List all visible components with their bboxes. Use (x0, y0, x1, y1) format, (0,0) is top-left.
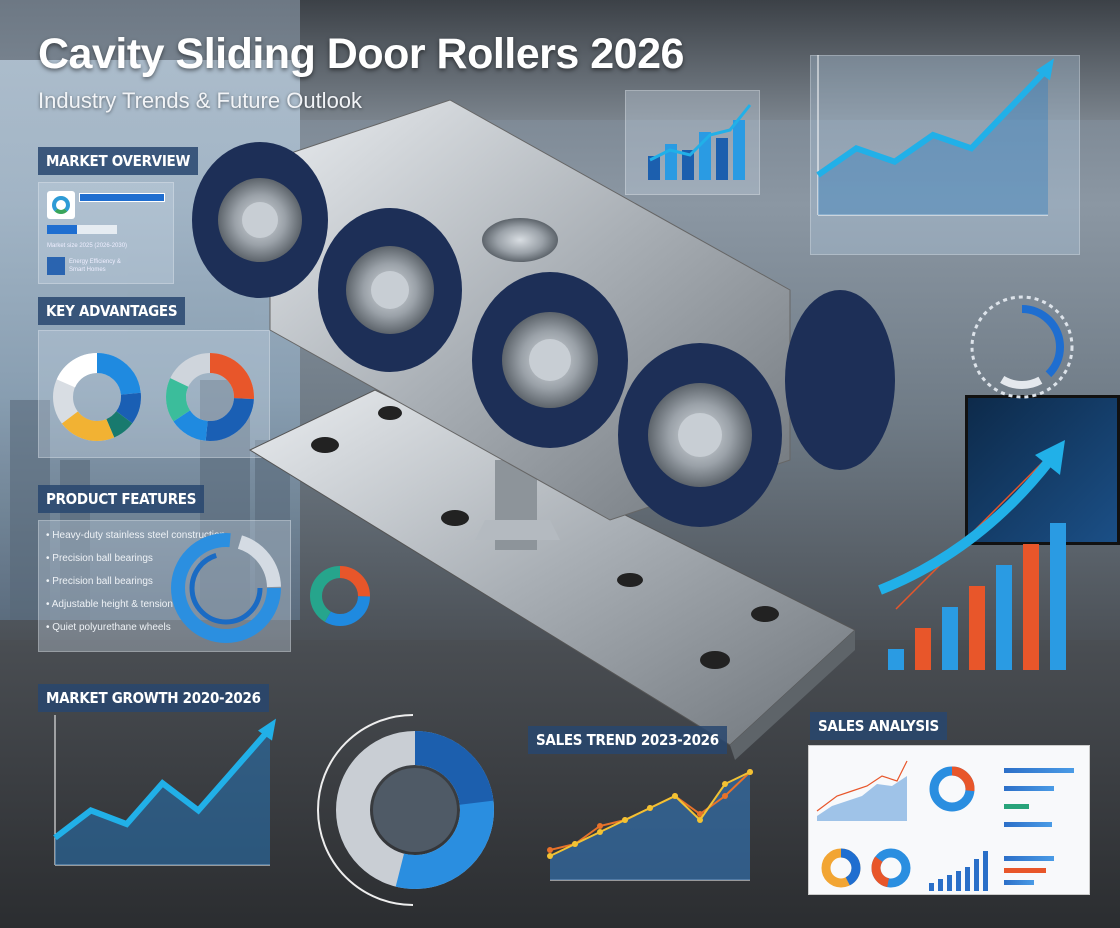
right-bar-line-chart (878, 440, 1066, 670)
data-point (547, 847, 553, 853)
roller-product-image (192, 99, 895, 760)
data-point (547, 853, 553, 859)
top-growth-chart-panel (810, 55, 1080, 255)
market-growth-chart (53, 715, 276, 866)
dashboard-bar-chart (929, 851, 988, 891)
data-point (672, 793, 678, 799)
series-line (816, 66, 1051, 178)
features-ring-chart (171, 533, 281, 643)
wheels (192, 142, 895, 527)
bar (1050, 523, 1066, 670)
feature-item: Precision ball bearings (46, 576, 153, 587)
data-point (647, 805, 653, 811)
logo-icon (47, 191, 75, 219)
data-point (572, 841, 578, 847)
feature-item: Adjustable height & tension (46, 599, 173, 610)
arrow-head (1035, 440, 1065, 475)
sales-trend-chart (547, 769, 753, 881)
feature-item: Quiet polyurethane wheels (46, 622, 170, 633)
market-overview-label: MARKET OVERVIEW (38, 147, 199, 175)
bar (983, 851, 988, 891)
donut-slice (166, 353, 254, 441)
advantages-donuts (53, 353, 254, 441)
overview-line: Smart Homes (69, 267, 106, 273)
market-overview-panel: Market size 2025 (2026-2030) Energy Effi… (38, 182, 174, 284)
mini-bar-chart (648, 104, 752, 180)
background-ceiling (300, 0, 1120, 120)
donut-slice (53, 353, 141, 441)
ring-segment (171, 533, 281, 643)
donut-slice (166, 353, 254, 441)
donut-slice (53, 353, 141, 441)
bar (947, 875, 952, 891)
series-line (53, 726, 273, 841)
center-donut (317, 714, 494, 906)
bar (888, 649, 904, 670)
sales-trend-label: SALES TREND 2023-2026 (528, 726, 727, 754)
page-subtitle: Industry Trends & Future Outlook (38, 88, 363, 113)
data-point (722, 793, 728, 799)
bar (682, 150, 694, 180)
market-growth-label: MARKET GROWTH 2020-2026 (38, 684, 269, 712)
dashboard-area-chart (816, 760, 908, 821)
overview-line: Energy Efficiency & (69, 259, 121, 265)
data-point (597, 823, 603, 829)
bar (965, 867, 970, 891)
chart-icon (47, 257, 65, 275)
arrow-head (1036, 58, 1054, 81)
bar (938, 879, 943, 891)
area (550, 772, 750, 880)
bar (915, 628, 931, 670)
area (55, 728, 270, 865)
key-advantages-panel (38, 330, 270, 458)
plate-holes (311, 406, 779, 669)
bar (665, 144, 677, 180)
bar (733, 120, 745, 180)
donut-slice (166, 353, 254, 441)
arrow-head (258, 718, 276, 741)
bar (1023, 544, 1039, 670)
dashboard-donut (929, 766, 975, 812)
bar (969, 586, 985, 670)
bar (716, 138, 728, 180)
area (818, 68, 1048, 215)
trend-arrow (878, 456, 1054, 595)
data-point (622, 817, 628, 823)
feature-item: Heavy-duty stainless steel construction (46, 530, 225, 541)
sales-analysis-label: SALES ANALYSIS (810, 712, 947, 740)
product-features-label: PRODUCT FEATURES (38, 485, 205, 513)
dashboard-donut (871, 848, 911, 888)
donut-slice (53, 353, 141, 441)
bar (648, 156, 660, 180)
bar (974, 859, 979, 891)
data-point (722, 781, 728, 787)
dashboard-donut (821, 848, 861, 888)
small-donut (310, 566, 370, 626)
top-growth-chart (816, 55, 1054, 216)
sales-analysis-dashboard (808, 745, 1090, 895)
bar (996, 565, 1012, 670)
data-point (697, 811, 703, 817)
radial-gauge (970, 295, 1074, 399)
data-point (597, 829, 603, 835)
bar (929, 883, 934, 891)
key-advantages-label: KEY ADVANTAGES (38, 297, 186, 325)
data-point (697, 817, 703, 823)
feature-item: Precision ball bearings (46, 553, 153, 564)
trend-line (649, 104, 752, 162)
bar (956, 871, 961, 891)
data-point (747, 769, 753, 775)
page-title: Cavity Sliding Door Rollers 2026 (38, 30, 684, 78)
bar (942, 607, 958, 670)
